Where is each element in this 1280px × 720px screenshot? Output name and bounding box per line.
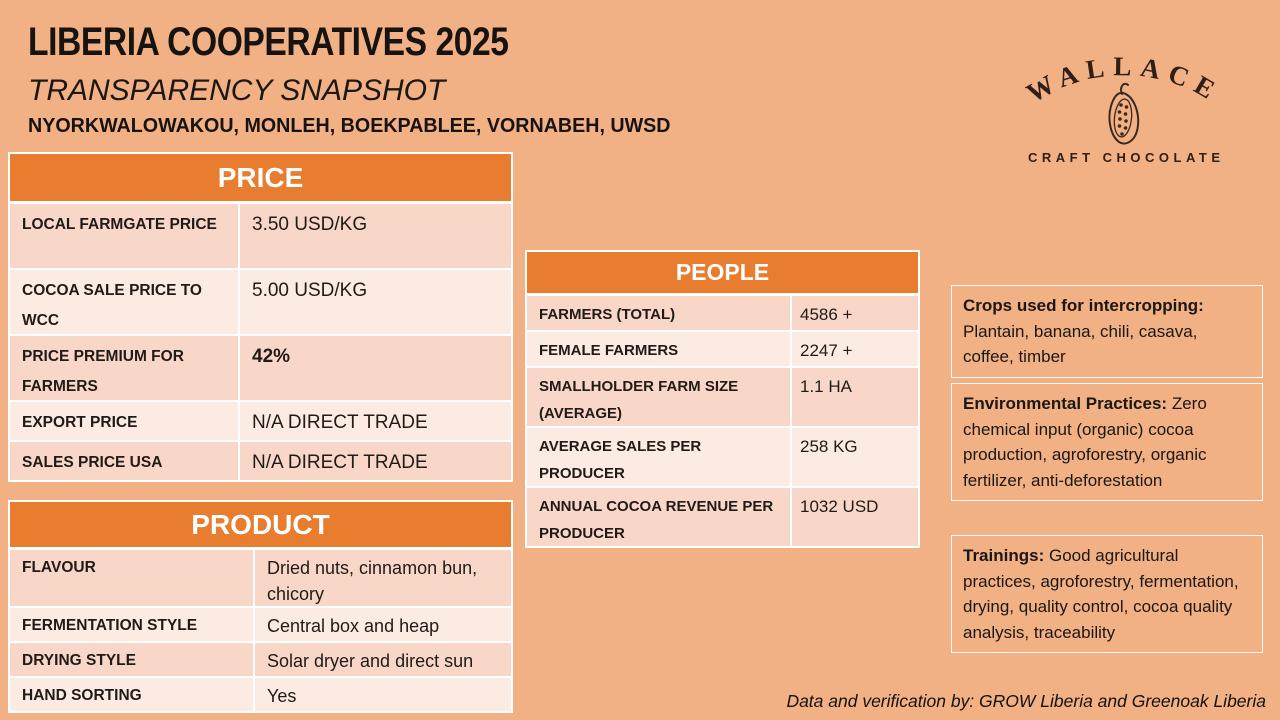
product-table: PRODUCT FLAVOUR Dried nuts, cinnamon bun…: [8, 500, 513, 713]
people-row-label: AVERAGE SALES PER PRODUCER: [527, 428, 790, 486]
product-row-value: Central box and heap: [255, 608, 511, 641]
product-row-value: Solar dryer and direct sun: [255, 643, 511, 676]
people-row-label: FARMERS (TOTAL): [527, 296, 790, 330]
product-row-value: Yes: [255, 678, 511, 711]
people-row-label: ANNUAL COCOA REVENUE PER PRODUCER: [527, 488, 790, 546]
logo-wordmark: WALLACE: [1021, 51, 1226, 108]
product-row-label: DRYING STYLE: [10, 643, 253, 676]
logo-graphic: WALLACE: [1021, 51, 1226, 145]
price-table: PRICE LOCAL FARMGATE PRICE 3.50 USD/KG C…: [8, 152, 513, 482]
info-box-environment-heading: Environmental Practices:: [963, 394, 1168, 413]
credits-note: Data and verification by: GROW Liberia a…: [786, 691, 1266, 711]
info-box-trainings-body: Good agricultural practices, agroforestr…: [963, 546, 1239, 642]
info-box-crops: Crops used for intercropping: Plantain, …: [951, 285, 1263, 378]
product-row-value: Dried nuts, cinnamon bun, chicory: [255, 550, 511, 606]
price-row-value: 5.00 USD/KG: [240, 270, 511, 334]
price-row-label: EXPORT PRICE: [10, 402, 238, 440]
price-row-value: 42%: [240, 336, 511, 400]
people-row-value: 4586 +: [792, 296, 918, 330]
price-row-value: N/A DIRECT TRADE: [240, 402, 511, 440]
price-row-label: LOCAL FARMGATE PRICE: [10, 204, 238, 268]
people-table: PEOPLE FARMERS (TOTAL) 4586 + FEMALE FAR…: [525, 250, 920, 548]
info-box-trainings: Trainings: Good agricultural practices, …: [951, 535, 1263, 653]
people-row-label: SMALLHOLDER FARM SIZE (AVERAGE): [527, 368, 790, 426]
price-row-value: 3.50 USD/KG: [240, 204, 511, 268]
price-table-title: PRICE: [10, 154, 511, 201]
people-row-value: 2247 +: [792, 332, 918, 366]
price-row-value: N/A DIRECT TRADE: [240, 442, 511, 480]
info-box-trainings-heading: Trainings:: [963, 546, 1045, 565]
people-row-value: 258 KG: [792, 428, 918, 486]
product-table-title: PRODUCT: [10, 502, 511, 547]
people-row-value: 1.1 HA: [792, 368, 918, 426]
info-box-environment: Environmental Practices: Zero chemical i…: [951, 383, 1263, 501]
info-box-crops-heading: Crops used for intercropping:: [963, 296, 1204, 315]
people-row-value: 1032 USD: [792, 488, 918, 546]
product-row-label: HAND SORTING: [10, 678, 253, 711]
price-row-label: SALES PRICE USA: [10, 442, 238, 480]
product-row-label: FLAVOUR: [10, 550, 253, 606]
logo-tagline: CRAFT CHOCOLATE: [1027, 150, 1225, 165]
price-row-label: COCOA SALE PRICE TO WCC: [10, 270, 238, 334]
people-table-title: PEOPLE: [527, 252, 918, 293]
product-row-label: FERMENTATION STYLE: [10, 608, 253, 641]
cocoa-pod-icon: [1108, 82, 1140, 145]
cooperatives-list: NYORKWALOWAKOU, MONLEH, BOEKPABLEE, VORN…: [28, 114, 671, 137]
info-box-environment-body: Zero chemical input (organic) cocoa prod…: [963, 394, 1207, 490]
page-subtitle: TRANSPARENCY SNAPSHOT: [28, 74, 446, 107]
brand-logo: WALLACE CRAFT CHOCOLATE: [1002, 44, 1246, 165]
price-row-label: PRICE PREMIUM FOR FARMERS: [10, 336, 238, 400]
page-title: LIBERIA COOPERATIVES 2025: [28, 20, 509, 64]
info-box-crops-body: Plantain, banana, chili, casava, coffee,…: [963, 321, 1198, 367]
people-row-label: FEMALE FARMERS: [527, 332, 790, 366]
